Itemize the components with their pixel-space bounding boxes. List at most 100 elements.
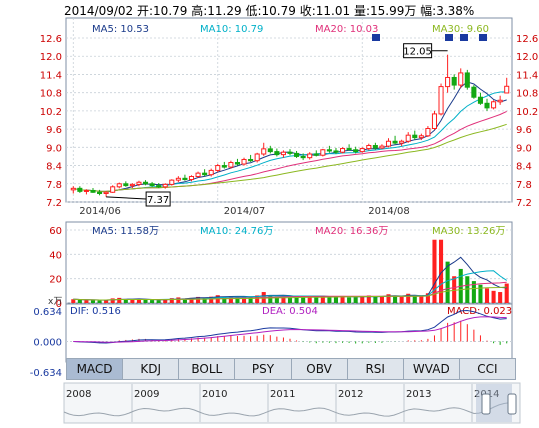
tab-wvad[interactable]: WVAD: [404, 359, 460, 379]
price-y-tick-left: 7.2: [46, 198, 62, 209]
price-y-tick-right: 11.4: [516, 70, 538, 81]
event-marker-icon: [479, 34, 487, 41]
timeline-drag-handle[interactable]: [507, 393, 517, 415]
timeline-year-label: 2008: [66, 389, 91, 400]
tab-kdj[interactable]: KDJ: [123, 359, 180, 379]
volume-bar: [97, 300, 102, 303]
price-y-tick-right: 9.0: [516, 143, 532, 154]
volume-bar: [196, 296, 201, 303]
volume-bar: [412, 295, 417, 303]
volume-bar: [406, 293, 411, 303]
volume-ma-legend: MA5: 11.58万: [92, 226, 159, 237]
candle-body: [97, 191, 103, 194]
candle-body: [70, 187, 76, 191]
timeline-year-label: 2010: [202, 389, 227, 400]
candle-body: [149, 183, 155, 187]
candle-body: [116, 183, 122, 188]
event-marker-icon: [445, 34, 453, 41]
price-y-tick-right: 10.8: [516, 89, 538, 100]
price-x-label: 2014/08: [368, 206, 410, 217]
event-marker-icon: [460, 34, 468, 41]
timeline-drag-handle[interactable]: [481, 393, 491, 415]
price-y-tick-right: 7.8: [516, 180, 532, 191]
candle-body: [412, 134, 418, 139]
timeline-frame: [63, 382, 521, 424]
volume-bar: [176, 297, 181, 303]
volume-bar: [104, 299, 109, 303]
timeline-year-label: 2009: [134, 389, 159, 400]
tab-macd[interactable]: MACD: [67, 359, 124, 379]
price-y-tick-left: 10.8: [40, 89, 62, 100]
price-y-tick-left: 10.2: [40, 107, 62, 118]
event-marker-icon: [372, 34, 380, 41]
quote-date: 2014/09/02: [64, 4, 134, 18]
volume-bar: [163, 299, 168, 303]
candle-body: [379, 145, 385, 149]
timeline-year-label: 2013: [406, 389, 431, 400]
volume-bar: [117, 297, 122, 303]
candle-body: [418, 135, 424, 139]
price-ma-legend: MA20: 10.03: [315, 24, 378, 35]
quote-summary: 2014/09/02 开:10.79 高:11.29 低:10.79 收:11.…: [64, 2, 474, 19]
volume-bar: [484, 288, 490, 303]
tab-rsi[interactable]: RSI: [348, 359, 404, 379]
candle-body: [182, 177, 188, 181]
volume-bar: [274, 296, 279, 303]
price-ma-legend: MA30: 9.60: [432, 24, 489, 35]
candle-body: [307, 153, 313, 159]
price-ma-legend: MA10: 10.79: [200, 24, 263, 35]
candle-body: [175, 177, 181, 181]
candle-body: [385, 140, 392, 147]
volume-bar: [320, 295, 325, 303]
volume-bar: [425, 293, 430, 303]
volume-bar: [77, 299, 82, 303]
timeline-selection: [476, 384, 512, 422]
candle-body: [103, 191, 109, 194]
price-y-tick-right: 12.0: [516, 52, 538, 63]
volume-bar: [307, 295, 312, 303]
volume-bar: [478, 284, 483, 303]
candle-body: [313, 153, 319, 156]
volume-bar: [189, 297, 194, 303]
tab-psy[interactable]: PSY: [235, 359, 292, 379]
volume-bar: [248, 297, 253, 303]
volume-y-tick: 60: [49, 226, 62, 237]
tab-boll[interactable]: BOLL: [179, 359, 236, 379]
volume-unit-label: x万: [48, 297, 62, 307]
candle-body: [333, 150, 339, 153]
candle-body: [142, 181, 149, 185]
candle-body: [110, 186, 116, 193]
candle-body: [254, 153, 260, 162]
volume-bar: [71, 299, 76, 303]
macd-dif-line: [73, 309, 507, 344]
volume-bar: [360, 296, 365, 303]
candle-body: [300, 155, 306, 159]
tab-cci[interactable]: CCI: [477, 362, 498, 376]
timeline-overview-line: [63, 401, 515, 417]
candle-body: [399, 140, 405, 144]
candle-body: [484, 102, 490, 109]
volume-bar: [393, 295, 398, 303]
candle-body: [287, 151, 293, 154]
price-y-tick-right: 12.6: [516, 34, 538, 45]
candle-body: [77, 187, 83, 192]
volume-y-tick: 0: [56, 299, 62, 310]
candle-body: [340, 148, 346, 153]
volume-bar: [294, 296, 299, 303]
volume-ma-legend: MA10: 24.76万: [200, 226, 273, 237]
price-y-tick-left: 12.0: [40, 52, 62, 63]
candle-body: [491, 101, 497, 109]
volume-bar: [287, 297, 293, 303]
candle-body: [261, 148, 267, 155]
volume-bar: [491, 290, 496, 303]
timeline-year-label: 2011: [270, 389, 295, 400]
volume-bar: [90, 300, 96, 303]
tab-obv[interactable]: OBV: [292, 359, 348, 379]
volume-bar: [110, 298, 115, 303]
volume-bar: [333, 296, 339, 303]
volume-bar: [136, 299, 141, 303]
volume-bar: [268, 295, 273, 303]
volume-bar: [419, 296, 424, 303]
candle-body: [366, 145, 372, 150]
